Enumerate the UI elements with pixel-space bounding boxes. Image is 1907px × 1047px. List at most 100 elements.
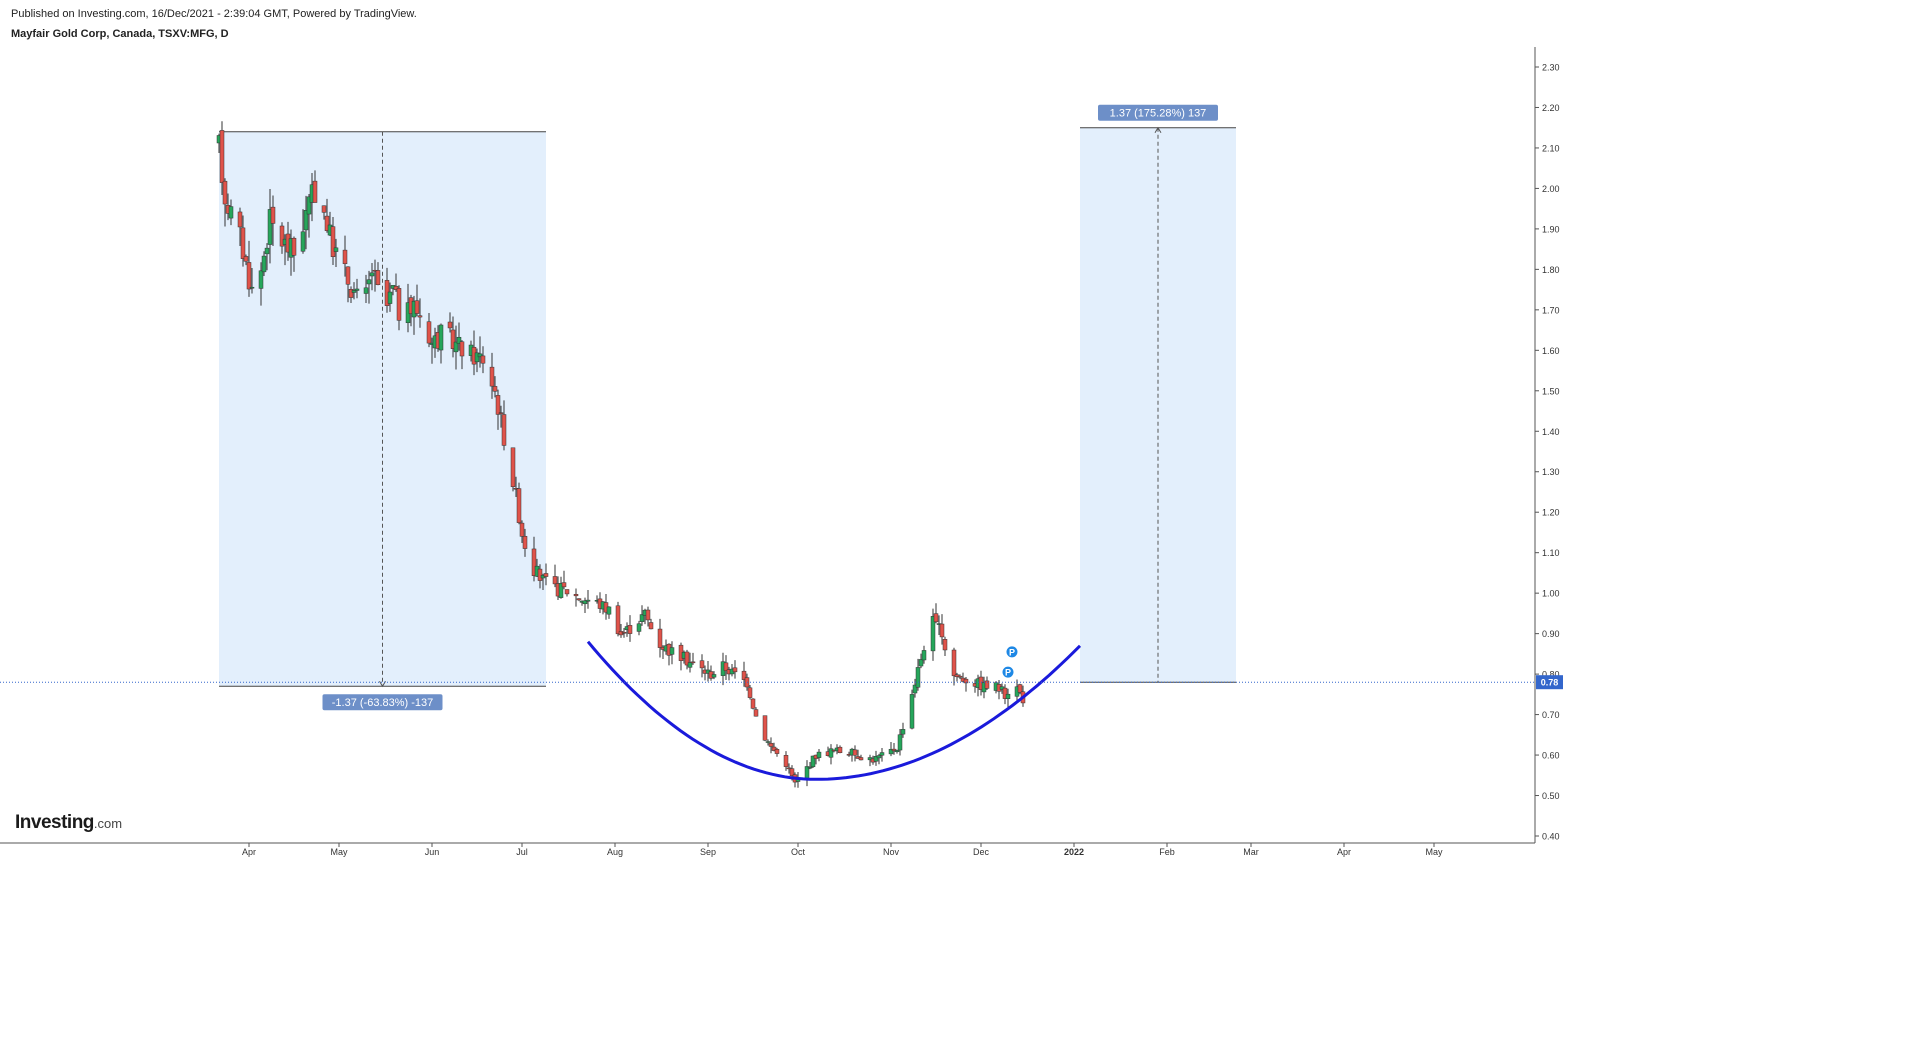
measure-down-label: -1.37 (-63.83%) -137	[332, 697, 434, 709]
p-marker[interactable]: P	[1006, 646, 1018, 658]
candle-body	[523, 536, 527, 548]
candle-body	[538, 569, 542, 580]
candle[interactable]	[637, 621, 641, 635]
candle-body	[364, 288, 368, 294]
candle[interactable]	[700, 654, 704, 677]
candle[interactable]	[517, 483, 521, 525]
candle-body	[370, 273, 374, 276]
candle[interactable]	[952, 648, 956, 686]
cup-arc[interactable]	[588, 642, 1080, 780]
candle[interactable]	[691, 653, 695, 665]
candle-body	[670, 648, 674, 655]
y-tick-label: 0.40	[1542, 832, 1560, 842]
candle-body	[481, 356, 485, 363]
candle[interactable]	[817, 749, 821, 761]
candle[interactable]	[511, 448, 515, 492]
candle[interactable]	[838, 745, 842, 753]
candle-body	[952, 650, 956, 676]
candle[interactable]	[874, 751, 878, 766]
candle-body	[331, 227, 335, 257]
candle-body	[895, 750, 899, 751]
y-tick-label: 0.50	[1542, 791, 1560, 801]
candle-body	[910, 694, 914, 728]
x-tick-label: 2022	[1064, 847, 1084, 857]
candle[interactable]	[910, 690, 914, 730]
candle-body	[1018, 685, 1022, 693]
y-tick-label: 0.70	[1542, 710, 1560, 720]
candle[interactable]	[577, 598, 581, 601]
candle-body	[763, 716, 767, 741]
y-tick-label: 0.90	[1542, 629, 1560, 639]
candle-body	[229, 207, 233, 219]
candle[interactable]	[565, 589, 569, 596]
candle-body	[934, 614, 938, 622]
candle[interactable]	[775, 748, 779, 757]
candle-body	[502, 415, 506, 446]
candle-body	[322, 206, 326, 213]
candle[interactable]	[751, 698, 755, 709]
candle[interactable]	[733, 660, 737, 678]
candle[interactable]	[586, 590, 590, 609]
x-tick-label: Oct	[791, 847, 806, 857]
candle[interactable]	[574, 588, 578, 606]
candle[interactable]	[607, 606, 611, 619]
candle-body	[301, 232, 305, 251]
candle-body	[607, 607, 611, 614]
candle[interactable]	[880, 748, 884, 762]
y-tick-label: 2.20	[1542, 103, 1560, 113]
candle[interactable]	[769, 737, 773, 753]
candle[interactable]	[559, 577, 563, 599]
candle[interactable]	[763, 716, 767, 742]
candle-body	[922, 650, 926, 660]
candle-body	[649, 622, 653, 628]
candle-body	[250, 287, 254, 288]
last-price-tag: 0.78	[1541, 678, 1559, 688]
candle-body	[313, 181, 317, 202]
candle[interactable]	[658, 619, 662, 658]
candle-body	[646, 610, 650, 620]
candle-body	[1006, 694, 1010, 699]
candle[interactable]	[562, 571, 566, 589]
candle-body	[265, 248, 269, 254]
candle[interactable]	[853, 745, 857, 761]
candle-body	[817, 752, 821, 758]
investing-logo: Investing.com	[15, 812, 122, 834]
measure-up-label: 1.37 (175.28%) 137	[1110, 108, 1207, 120]
candle[interactable]	[895, 750, 899, 754]
candle-body	[622, 632, 626, 633]
p-marker[interactable]: P	[1002, 666, 1014, 678]
candle-body	[700, 661, 704, 668]
candle[interactable]	[934, 603, 938, 623]
candle-body	[775, 749, 779, 753]
candle[interactable]	[724, 655, 728, 680]
y-tick-label: 1.40	[1542, 427, 1560, 437]
candle[interactable]	[649, 619, 653, 630]
candle-body	[517, 489, 521, 523]
candle[interactable]	[985, 676, 989, 690]
candle[interactable]	[964, 677, 968, 692]
candle-body	[565, 589, 569, 593]
candle[interactable]	[709, 665, 713, 680]
candle-body	[586, 600, 590, 601]
candle[interactable]	[628, 615, 632, 642]
p-marker-label: P	[1009, 647, 1015, 657]
candle-body	[427, 322, 431, 343]
candle-body	[544, 573, 548, 576]
candle[interactable]	[859, 755, 863, 761]
candle-body	[616, 606, 620, 634]
x-tick-label: Aug	[607, 847, 623, 857]
y-tick-label: 1.10	[1542, 548, 1560, 558]
y-tick-label: 1.90	[1542, 224, 1560, 234]
candle-body	[898, 735, 902, 750]
candle-body	[754, 710, 758, 717]
candle[interactable]	[943, 637, 947, 656]
candle-body	[919, 659, 923, 666]
candle-body	[637, 624, 641, 632]
candle[interactable]	[829, 744, 833, 764]
x-tick-label: May	[330, 847, 348, 857]
candle-body	[244, 256, 248, 261]
candle-body	[241, 228, 245, 259]
candle[interactable]	[805, 760, 809, 786]
candle-body	[397, 288, 401, 320]
